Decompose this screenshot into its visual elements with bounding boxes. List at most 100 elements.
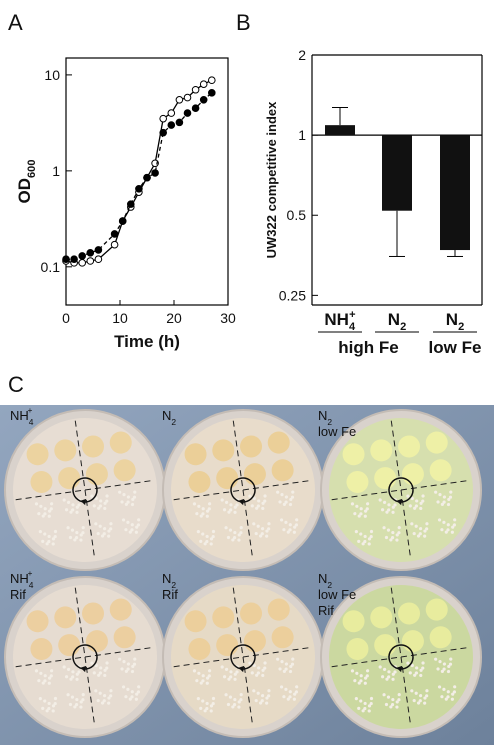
colony-speck (442, 662, 447, 666)
colony-speck (77, 670, 81, 674)
colony-speck (209, 704, 214, 708)
plate-label: low Fe (318, 587, 356, 602)
colony-speck (279, 518, 284, 522)
colony-speck (446, 669, 451, 674)
colony-speck (136, 523, 140, 527)
formula-superscript: + (27, 405, 32, 415)
data-point (208, 76, 216, 85)
colony-speck (290, 495, 295, 499)
colony-speck (391, 530, 395, 535)
colony-speck (446, 690, 450, 694)
colony-speck (205, 676, 210, 680)
colony-speck (41, 681, 45, 685)
formula-text: N (162, 408, 171, 423)
x-axis-label: Time (h) (114, 332, 180, 351)
plate-label: N2 (318, 408, 332, 427)
data-point (159, 114, 167, 123)
colony-speck (196, 530, 200, 534)
colony-speck (70, 528, 75, 532)
colony-speck (412, 531, 416, 536)
colony-spot (346, 637, 369, 660)
colony-speck (284, 520, 288, 524)
colony-speck (438, 660, 442, 664)
colony-speck (237, 538, 241, 542)
formula-subscript: 4 (349, 321, 356, 333)
colony-speck (233, 677, 237, 681)
colony-speck (451, 692, 455, 696)
colony-speck (124, 528, 128, 532)
plate-label: Rif (318, 603, 334, 618)
colony-speck (75, 672, 79, 676)
colony-speck (90, 661, 94, 665)
dashed-divider (74, 587, 96, 727)
colony-speck (257, 666, 261, 670)
colony-speck (267, 689, 271, 693)
colony-speck (423, 696, 427, 700)
colony-speck (290, 662, 295, 666)
data-point (86, 248, 95, 257)
colony-speck (237, 533, 241, 537)
colony-speck (446, 523, 450, 527)
colony-speck (209, 709, 213, 713)
colony-speck (261, 506, 265, 511)
colony-speck (64, 675, 69, 679)
colony-speck (355, 671, 359, 675)
colony-spot (113, 626, 136, 649)
colony-speck (81, 698, 85, 702)
colony-speck (47, 539, 51, 544)
colony-speck (386, 528, 391, 532)
colony-spot (109, 598, 132, 621)
colony-speck (201, 699, 205, 703)
colony-speck (233, 505, 237, 509)
colony-speck (367, 542, 371, 546)
colony-speck (74, 703, 79, 707)
colony-speck (387, 670, 391, 674)
colony-spot (267, 431, 290, 454)
colony-speck (135, 692, 139, 696)
colony-speck (284, 667, 288, 671)
rotation-arrow (80, 498, 87, 506)
colony-speck (124, 502, 129, 506)
colony-speck (260, 532, 264, 536)
colony-speck (47, 509, 52, 513)
colony-spot (398, 435, 421, 458)
colony-speck (134, 697, 138, 701)
colony-speck (390, 536, 395, 540)
colony-speck (96, 531, 100, 536)
series-line (65, 79, 213, 264)
colony-speck (276, 490, 280, 494)
colony-speck (408, 671, 412, 675)
colony-speck (361, 709, 365, 713)
colony-speck (199, 514, 203, 518)
colony-speck (282, 528, 286, 532)
colony-speck (75, 697, 79, 702)
formula-subscript: 2 (171, 417, 176, 427)
colony-speck (418, 699, 422, 703)
colony-speck (353, 679, 357, 683)
colony-speck (211, 702, 215, 706)
colony-speck (450, 530, 454, 534)
rotation-circle (72, 644, 98, 670)
bar (325, 125, 355, 136)
colony-speck (97, 673, 101, 677)
colony-speck (126, 520, 130, 524)
data-point (183, 93, 192, 102)
colony-speck (130, 695, 134, 699)
colony-speck (79, 533, 83, 537)
colony-speck (134, 530, 138, 534)
colony-speck (395, 538, 399, 542)
data-point (167, 109, 176, 117)
data-point (191, 85, 200, 94)
colony-speck (423, 529, 427, 533)
colony-speck (100, 701, 105, 705)
colony-spot (342, 443, 365, 466)
colony-speck (130, 690, 134, 694)
colony-speck (414, 524, 418, 528)
colony-speck (128, 697, 132, 701)
colony-speck (136, 690, 140, 694)
colony-speck (99, 499, 103, 503)
colony-speck (94, 496, 98, 501)
colony-speck (414, 691, 418, 695)
colony-speck (199, 681, 203, 685)
colony-speck (232, 536, 237, 540)
